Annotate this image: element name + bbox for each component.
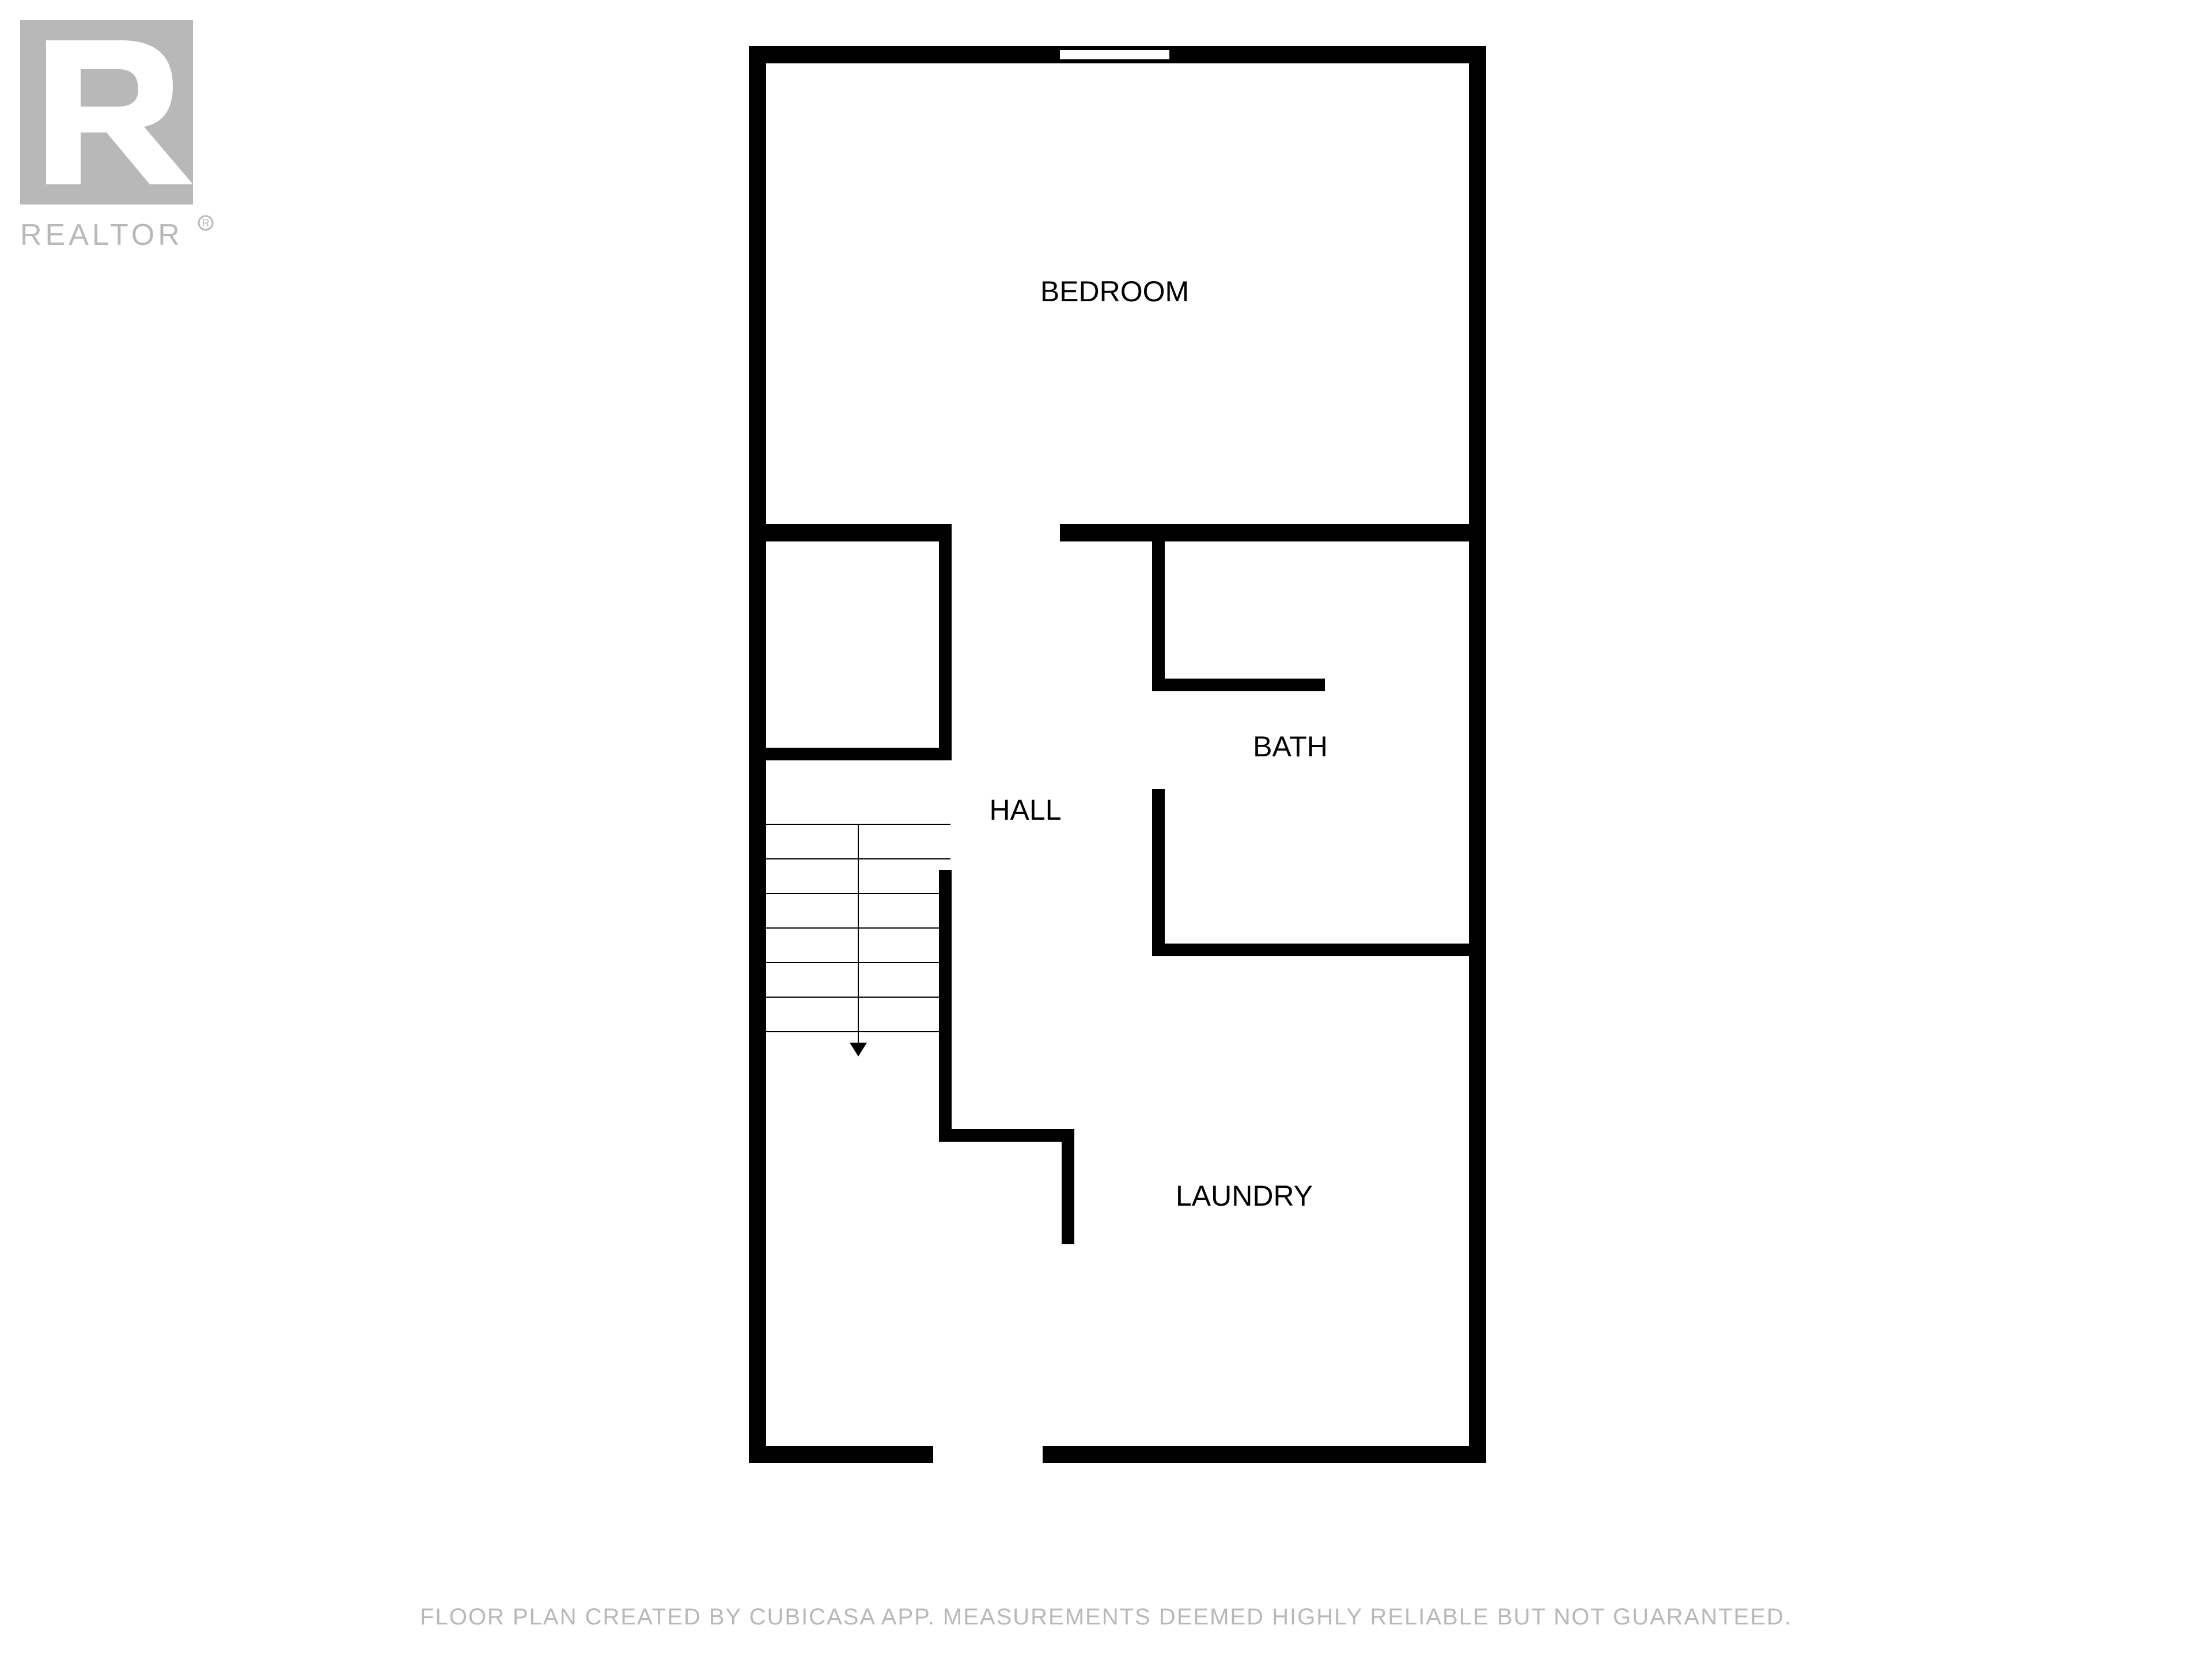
realtor-wordmark: REALTOR <box>20 218 183 252</box>
realtor-logo: REALTOR R <box>20 20 228 265</box>
room-label-laundry: LAUNDRY <box>1176 1180 1313 1212</box>
wall <box>939 1129 1074 1142</box>
wall <box>1060 46 1169 50</box>
wall <box>1169 46 1486 63</box>
floorplan-svg: BEDROOM HALL BATH LAUNDRY <box>749 46 1486 1486</box>
floorplan: BEDROOM HALL BATH LAUNDRY <box>749 46 1486 1489</box>
footer-disclaimer: FLOOR PLAN CREATED BY CUBICASA APP. MEAS… <box>0 1604 2212 1630</box>
wall <box>1152 944 1486 956</box>
wall <box>749 1446 933 1463</box>
wall <box>939 870 952 1141</box>
wall <box>749 748 922 760</box>
wall <box>749 46 1060 63</box>
stair-arrow-head <box>850 1043 867 1056</box>
wall <box>922 748 952 760</box>
wall <box>1152 524 1165 691</box>
room-label-bath: BATH <box>1253 730 1328 763</box>
wall <box>1043 1446 1486 1463</box>
wall <box>1060 524 1486 541</box>
room-label-hall: HALL <box>989 794 1061 826</box>
realtor-r-icon: REALTOR R <box>20 20 228 262</box>
wall <box>1060 59 1169 63</box>
svg-text:R: R <box>202 217 210 229</box>
wall <box>1152 789 1165 956</box>
room-label-bedroom: BEDROOM <box>1040 275 1189 308</box>
wall <box>1062 1129 1074 1244</box>
wall <box>1469 46 1486 1463</box>
wall <box>939 524 952 760</box>
wall <box>749 524 939 541</box>
wall <box>1152 679 1325 691</box>
